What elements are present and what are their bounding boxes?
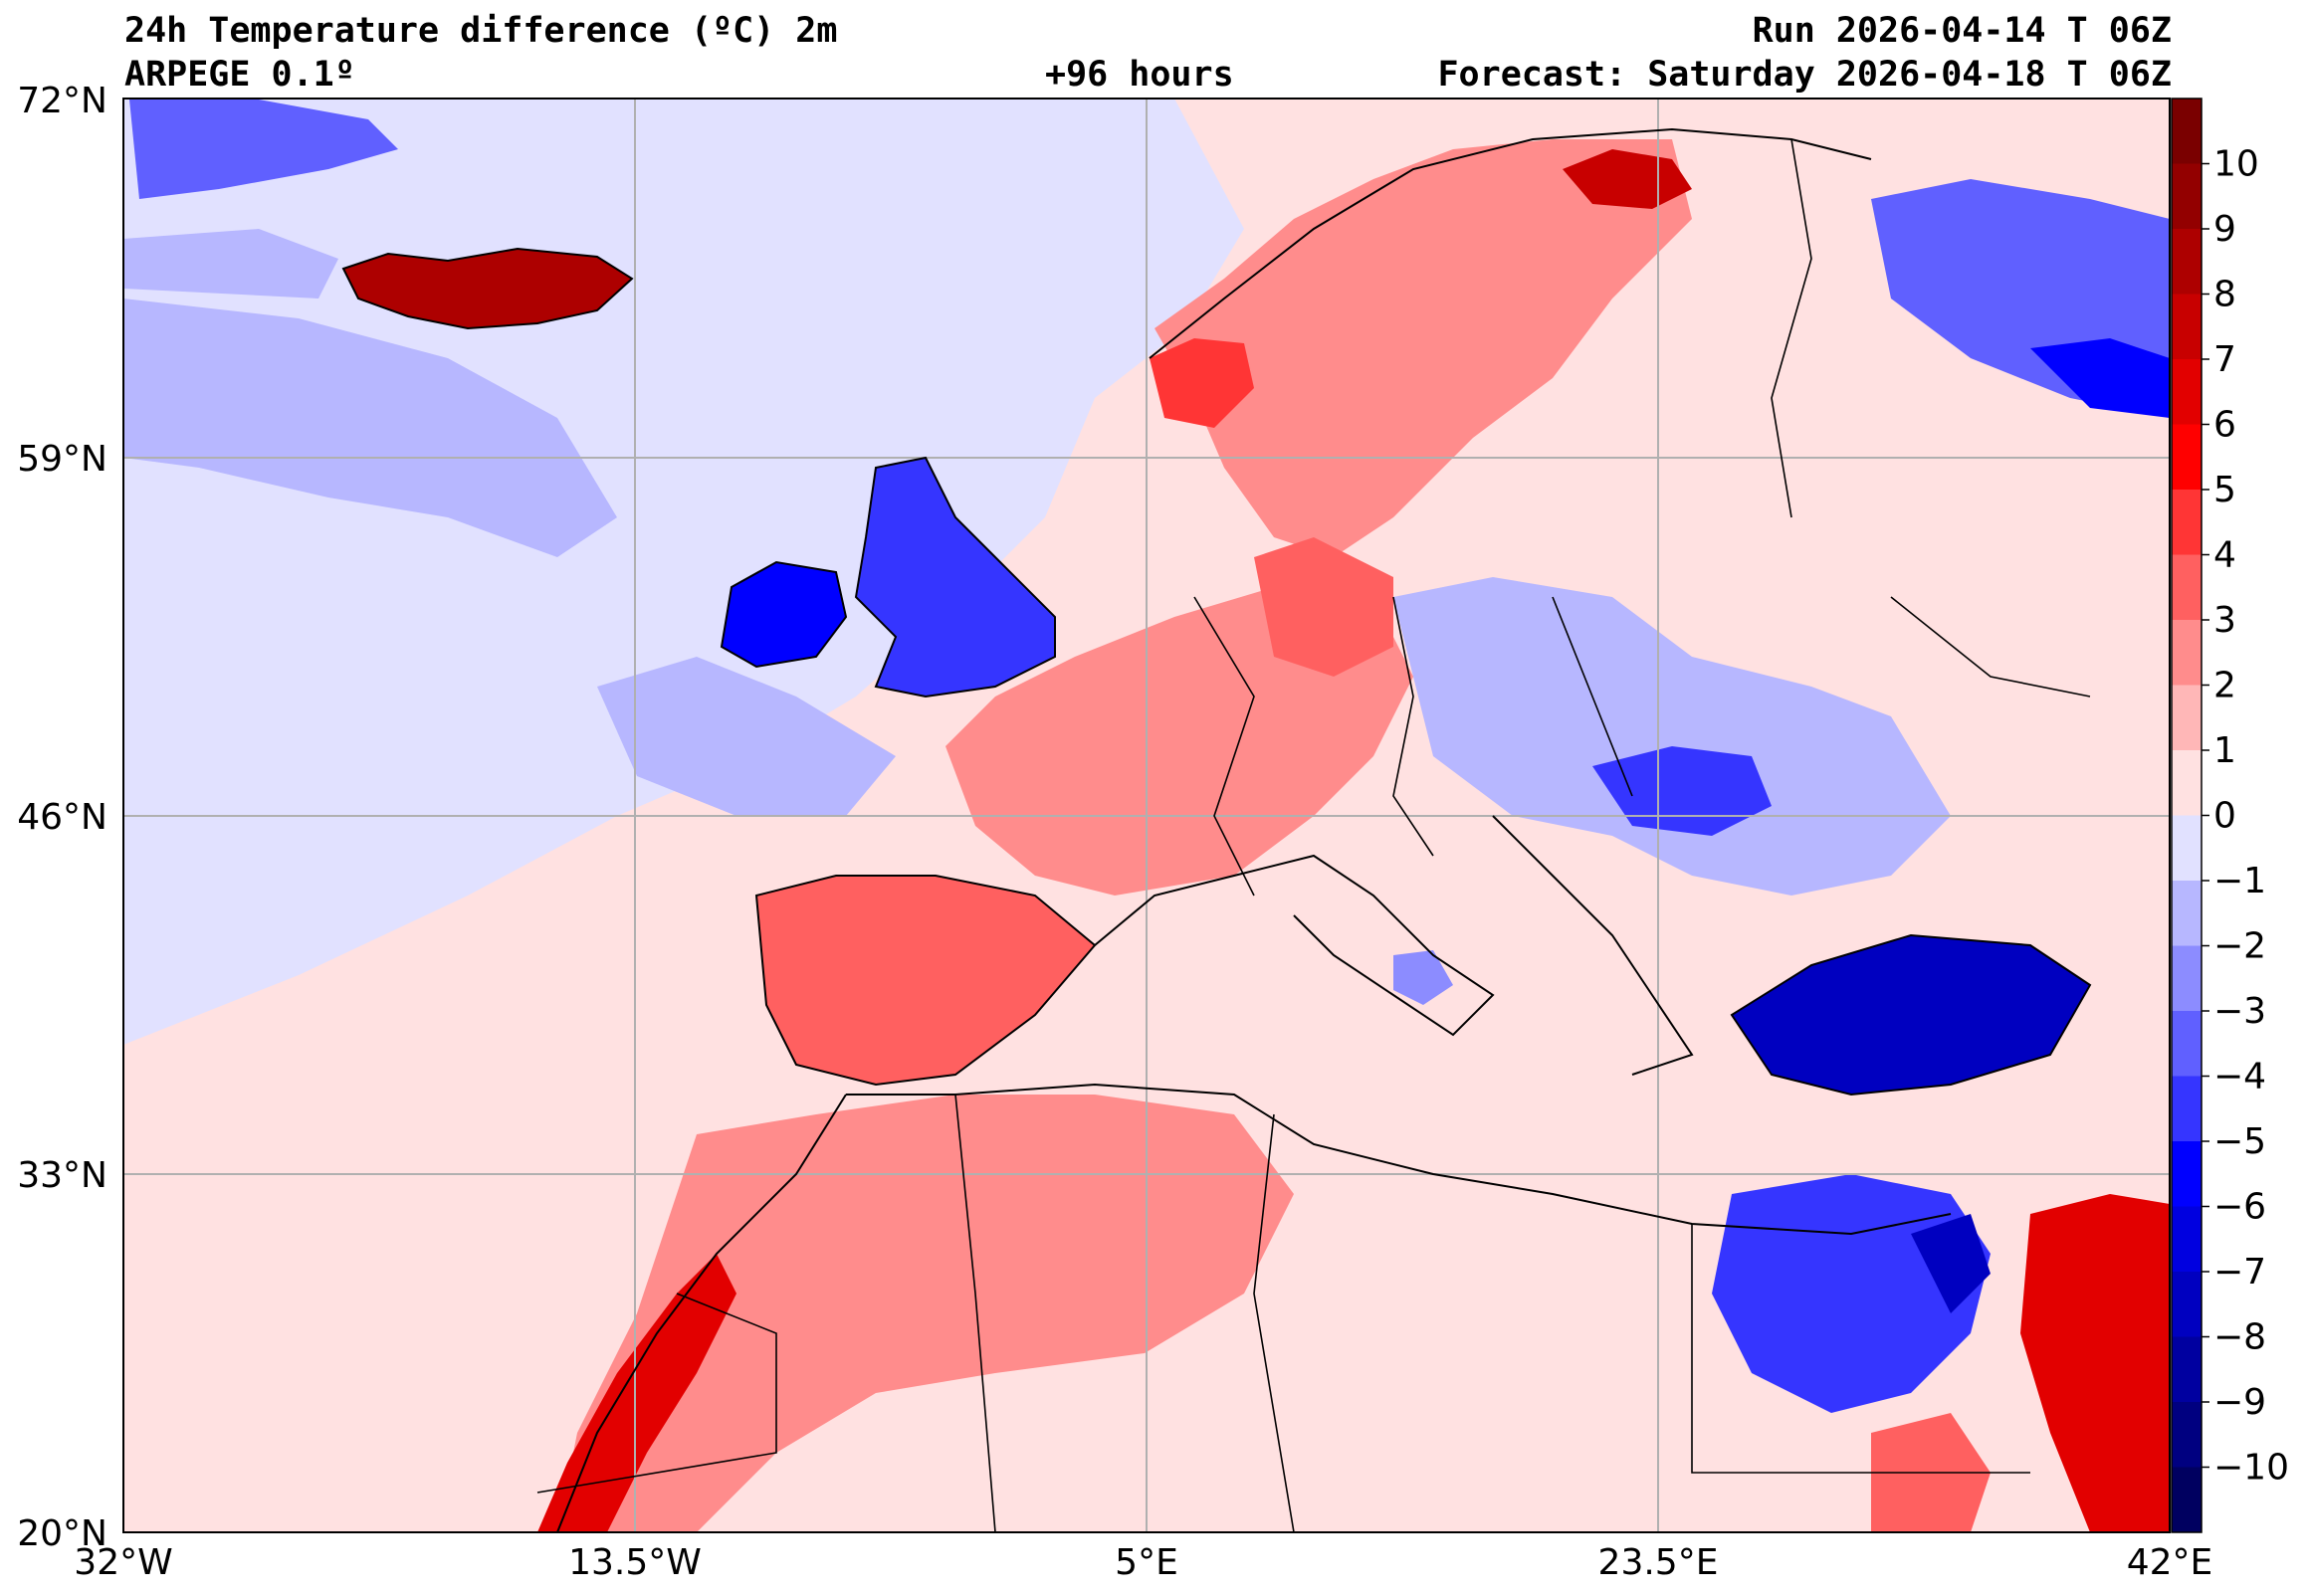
lon-label-23-5e: 23.5°E (1598, 1542, 1719, 1583)
lat-lon-grid (123, 99, 2170, 1532)
turkey-cold-region (1732, 935, 2090, 1095)
colorbar-label: 8 (2213, 275, 2236, 315)
romania-cold-region (1592, 746, 1772, 836)
longitude-labels: 32°W 13.5°W 5°E 23.5°E 42°E (74, 1542, 2212, 1583)
country-borders (536, 138, 2091, 1532)
colorbar-label: −7 (2213, 1252, 2266, 1293)
colorbar-segment (2172, 1206, 2202, 1273)
colorbar-segment (2172, 685, 2202, 751)
map-frame (122, 98, 2171, 1533)
colorbar-label: 9 (2213, 209, 2236, 250)
greenland-cold-region (129, 100, 398, 199)
coastlines (341, 127, 2092, 1532)
sinai-cold-region (1911, 1214, 1991, 1313)
colorbar-segment (2172, 163, 2202, 230)
colorbar-label: −10 (2213, 1448, 2289, 1489)
norway-warm-region (1150, 338, 1254, 428)
russia-deep-cold-region (2030, 338, 2170, 418)
colorbar-segment (2172, 1272, 2202, 1337)
run-label: Run 2026-04-14 T 06Z (1752, 11, 2172, 51)
lon-label-42e: 42°E (2127, 1542, 2213, 1583)
colorbar-label: −2 (2213, 926, 2266, 967)
colorbar-label: 7 (2213, 339, 2236, 380)
lat-label-33: 33°N (17, 1155, 107, 1196)
iberia-warm-region (756, 876, 1095, 1085)
colorbar-label: 6 (2213, 405, 2236, 446)
ireland-cold-region (722, 562, 846, 667)
colorbar-segment (2172, 815, 2202, 882)
colorbar-label: 3 (2213, 600, 2236, 641)
lon-label-5e: 5°E (1115, 1542, 1178, 1583)
colorbar-label: −6 (2213, 1187, 2266, 1228)
atlantic-cool-region (123, 99, 1244, 1045)
italy-cold-region (1393, 950, 1453, 1005)
atlantic-cold-region (123, 299, 617, 557)
colorbar-segment (2172, 554, 2202, 621)
germany-warm-region (1254, 537, 1393, 677)
lon-label-32w: 32°W (74, 1542, 172, 1583)
lat-label-72: 72°N (17, 81, 107, 121)
colorbar-segment (2172, 1467, 2202, 1533)
colorbar-label: −3 (2213, 991, 2266, 1032)
colorbar-segment (2172, 359, 2202, 425)
model-label: ARPEGE 0.1º (124, 55, 355, 95)
colorbar-segment (2172, 1011, 2202, 1077)
atlantic-cold-region-2 (597, 657, 896, 816)
lead-time-label: +96 hours (1045, 55, 1234, 95)
atlantic-cold-region-3 (123, 229, 338, 299)
colorbar-segment (2172, 1141, 2202, 1207)
morocco-coast-warm-region (537, 1254, 736, 1532)
colorbar-segment (2172, 490, 2202, 555)
latitude-labels: 72°N 59°N 46°N 33°N 20°N (17, 81, 107, 1554)
lat-label-59: 59°N (17, 439, 107, 480)
colorbar-label: 2 (2213, 666, 2236, 706)
lat-label-20: 20°N (17, 1513, 107, 1554)
colorbar-label: −9 (2213, 1382, 2266, 1423)
colorbar-segment (2172, 1076, 2202, 1142)
colorbar-label: 4 (2213, 535, 2236, 576)
colorbar-label: 1 (2213, 730, 2236, 771)
iceland-warm-region (343, 249, 632, 328)
north-africa-warm-region (557, 1095, 1294, 1532)
colorbar-segment (2172, 1402, 2202, 1468)
colorbar-segment (2172, 1336, 2202, 1403)
colorbar-segment (2172, 945, 2202, 1012)
colorbar-segment (2172, 424, 2202, 491)
colorbar-segment (2172, 294, 2202, 360)
lon-label-13-5w: 13.5°W (568, 1542, 702, 1583)
colorbar-segment (2172, 229, 2202, 295)
colorbar-label: −5 (2213, 1121, 2266, 1162)
lat-label-46: 46°N (17, 797, 107, 838)
colorbar-label: 5 (2213, 470, 2236, 510)
lapland-warm-region (1563, 149, 1692, 209)
colorbar-segment (2172, 750, 2202, 816)
map-field (123, 99, 2170, 1532)
colorbar-label: −1 (2213, 861, 2266, 901)
scandinavia-warm-region (1154, 139, 1692, 557)
colorbar-segment (2172, 620, 2202, 686)
colorbar-label: 0 (2213, 796, 2236, 837)
colorbar-segment (2172, 99, 2202, 164)
colorbar-label: −4 (2213, 1057, 2266, 1097)
arabia-warm-region (2020, 1194, 2170, 1532)
forecast-label: Forecast: Saturday 2026-04-18 T 06Z (1437, 55, 2172, 95)
britain-cold-region (856, 458, 1055, 697)
colorbar-label: 10 (2213, 144, 2259, 185)
map-title: 24h Temperature difference (ºC) 2m (124, 11, 838, 51)
colorbar-segment (2172, 881, 2202, 946)
colorbar-label: −8 (2213, 1317, 2266, 1358)
